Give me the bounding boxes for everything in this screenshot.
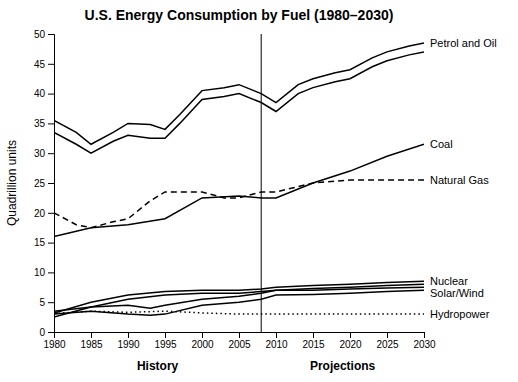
y-tick: 5 <box>39 297 54 308</box>
x-tick-mark <box>91 332 92 338</box>
series-label: Natural Gas <box>430 174 489 186</box>
series-line <box>54 52 424 153</box>
series-line <box>54 290 424 315</box>
x-tick-mark <box>239 332 240 338</box>
x-tick-mark <box>128 332 129 338</box>
y-tick-mark <box>48 64 54 65</box>
series-line <box>54 287 424 311</box>
series-label: Hydropower <box>430 308 490 320</box>
y-tick-label: 30 <box>34 148 46 159</box>
series-line <box>54 144 424 236</box>
x-tick: 1995 <box>154 332 177 350</box>
x-tick: 2030 <box>413 332 436 350</box>
series-label: Nuclear <box>430 275 468 287</box>
y-tick: 40 <box>34 88 54 99</box>
y-tick-label: 35 <box>34 118 46 129</box>
x-tick-label: 2015 <box>302 339 325 350</box>
x-tick-label: 2025 <box>376 339 399 350</box>
x-tick-label: 1980 <box>43 339 66 350</box>
x-tick-label: 2000 <box>191 339 214 350</box>
y-tick: 25 <box>34 178 54 189</box>
x-tick-mark <box>276 332 277 338</box>
y-tick-label: 15 <box>34 237 46 248</box>
x-tick-mark <box>387 332 388 338</box>
x-axis-line <box>55 333 425 339</box>
y-tick: 0 <box>39 327 54 338</box>
y-tick: 15 <box>34 237 54 248</box>
projection-divider <box>261 34 262 332</box>
x-tick-mark <box>202 332 203 338</box>
x-axis: 1980 1985 1990 1995 2000 2005 2010 2015 2020 2025… <box>43 332 436 350</box>
x-tick: 2010 <box>265 332 288 350</box>
y-axis: 0 5 10 15 20 25 30 35 40 45 50 <box>34 29 55 338</box>
y-axis-title: Quadrillion units <box>5 140 19 226</box>
x-tick: 1990 <box>117 332 140 350</box>
x-tick-label: 1990 <box>117 339 140 350</box>
y-tick-label: 50 <box>34 29 46 40</box>
x-tick-label: 2020 <box>339 339 362 350</box>
y-tick-mark <box>48 94 54 95</box>
x-tick: 2025 <box>376 332 399 350</box>
y-tick-mark <box>48 213 54 214</box>
x-tick-label: 1985 <box>80 339 103 350</box>
x-tick-mark <box>424 332 425 338</box>
y-tick: 10 <box>34 267 54 278</box>
y-tick: 35 <box>34 118 54 129</box>
y-tick-mark <box>48 34 54 35</box>
chart-container: U.S. Energy Consumption by Fuel (1980–20… <box>0 0 518 382</box>
x-tick-label: 2005 <box>228 339 251 350</box>
series-line <box>54 180 424 228</box>
y-tick-mark <box>48 272 54 273</box>
y-tick-mark <box>48 243 54 244</box>
y-tick: 30 <box>34 148 54 159</box>
y-tick-mark <box>48 302 54 303</box>
y-tick-mark <box>48 123 54 124</box>
x-tick-label: 2030 <box>413 339 436 350</box>
series-line <box>54 284 424 317</box>
y-tick: 20 <box>34 208 54 219</box>
y-tick-label: 25 <box>34 178 46 189</box>
y-tick-mark <box>48 332 54 333</box>
x-tick-mark <box>313 332 314 338</box>
x-tick: 2015 <box>302 332 325 350</box>
annotation: Projections <box>310 359 376 373</box>
x-tick-mark <box>165 332 166 338</box>
series-line <box>54 311 424 314</box>
y-tick-mark <box>48 153 54 154</box>
x-tick-mark <box>350 332 351 338</box>
x-tick: 2020 <box>339 332 362 350</box>
annotations: History Projections <box>137 359 376 373</box>
chart-svg: U.S. Energy Consumption by Fuel (1980–20… <box>0 0 518 382</box>
annotation: History <box>137 359 179 373</box>
y-tick-label: 10 <box>34 267 46 278</box>
x-tick: 1980 <box>43 332 66 350</box>
series-label: Coal <box>430 138 453 150</box>
y-axis-line <box>48 35 55 333</box>
series-label: Solar/Wind <box>430 287 484 299</box>
y-tick-label: 20 <box>34 208 46 219</box>
x-tick-label: 1995 <box>154 339 177 350</box>
chart-title: U.S. Energy Consumption by Fuel (1980–20… <box>85 7 394 23</box>
x-tick: 2000 <box>191 332 214 350</box>
y-tick-label: 40 <box>34 88 46 99</box>
x-tick: 2005 <box>228 332 251 350</box>
y-tick-mark <box>48 183 54 184</box>
y-tick: 50 <box>34 29 54 40</box>
y-tick-label: 45 <box>34 59 46 70</box>
y-tick: 45 <box>34 59 54 70</box>
x-tick-label: 2010 <box>265 339 288 350</box>
x-tick: 1985 <box>80 332 103 350</box>
series-labels: Petrol and Oil Coal Natural Gas NuclearSola… <box>430 37 497 320</box>
series-label: Petrol and Oil <box>430 37 497 49</box>
y-tick-label: 5 <box>39 297 45 308</box>
y-tick-label: 0 <box>39 327 45 338</box>
plot-area <box>54 34 424 332</box>
